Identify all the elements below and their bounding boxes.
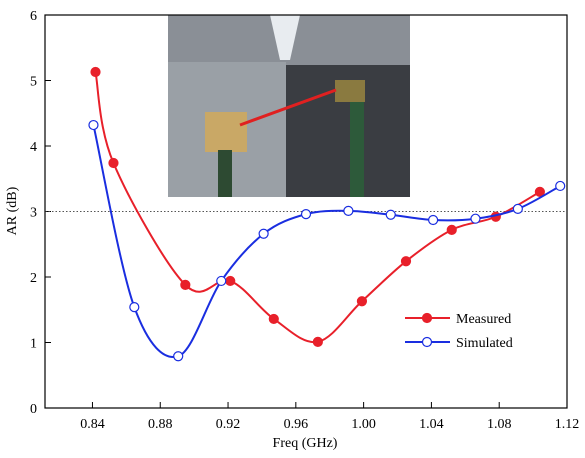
data-point (428, 214, 439, 226)
data-point (300, 209, 312, 220)
legend-marker (421, 312, 433, 324)
data-point (470, 213, 481, 224)
y-tick-label: 1 (30, 337, 37, 352)
legend-label: Simulated (456, 336, 513, 351)
data-point (312, 336, 323, 347)
x-tick-label: 1.12 (555, 417, 580, 432)
data-point (512, 203, 523, 214)
data-point (90, 66, 101, 78)
x-tick-label: 1.08 (487, 417, 512, 432)
data-point (555, 180, 566, 192)
photo-light (270, 15, 300, 60)
data-point (129, 302, 140, 313)
photo-pointer (239, 88, 337, 127)
data-point (400, 256, 412, 267)
y-tick-label: 2 (30, 271, 37, 286)
x-tick-label: 0.84 (80, 417, 105, 432)
legend-marker (421, 336, 433, 348)
data-point (173, 351, 184, 362)
y-tick-label: 3 (30, 206, 37, 221)
data-point (216, 275, 227, 287)
x-tick-label: 1.00 (351, 417, 376, 432)
y-axis-label: AR (dB) (5, 186, 20, 235)
y-tick-label: 5 (30, 75, 37, 90)
x-tick-label: 1.04 (419, 417, 444, 432)
x-tick-label: 0.96 (284, 417, 309, 432)
data-point (180, 279, 191, 290)
x-tick-label: 0.92 (216, 417, 241, 432)
series-line (94, 71, 541, 344)
data-point (385, 209, 396, 220)
y-tick-label: 0 (30, 402, 37, 417)
inset-photo (168, 15, 410, 197)
data-point (225, 275, 236, 287)
photo-antenna (335, 80, 365, 102)
data-point (356, 296, 368, 307)
plot-frame (44, 14, 568, 409)
photo-antenna (205, 112, 247, 152)
data-point (268, 313, 279, 325)
x-axis-label: Freq (GHz) (273, 436, 338, 451)
plot-area: 0 1 2 3 4 5 6 0.84 0.88 0.92 0.96 1.00 1.04 1.08 1.12 M… (30, 9, 579, 432)
x-tick-label: 0.88 (148, 417, 173, 432)
data-point (258, 228, 269, 239)
data-point (88, 119, 99, 131)
y-tick-label: 4 (30, 140, 37, 155)
legend-label: Measured (456, 312, 511, 327)
data-point (534, 186, 545, 197)
data-point (108, 157, 119, 169)
photo-post (218, 150, 232, 197)
data-point (343, 205, 354, 216)
photo-post (350, 95, 364, 197)
y-tick-label: 6 (30, 9, 37, 24)
data-point (446, 224, 457, 235)
